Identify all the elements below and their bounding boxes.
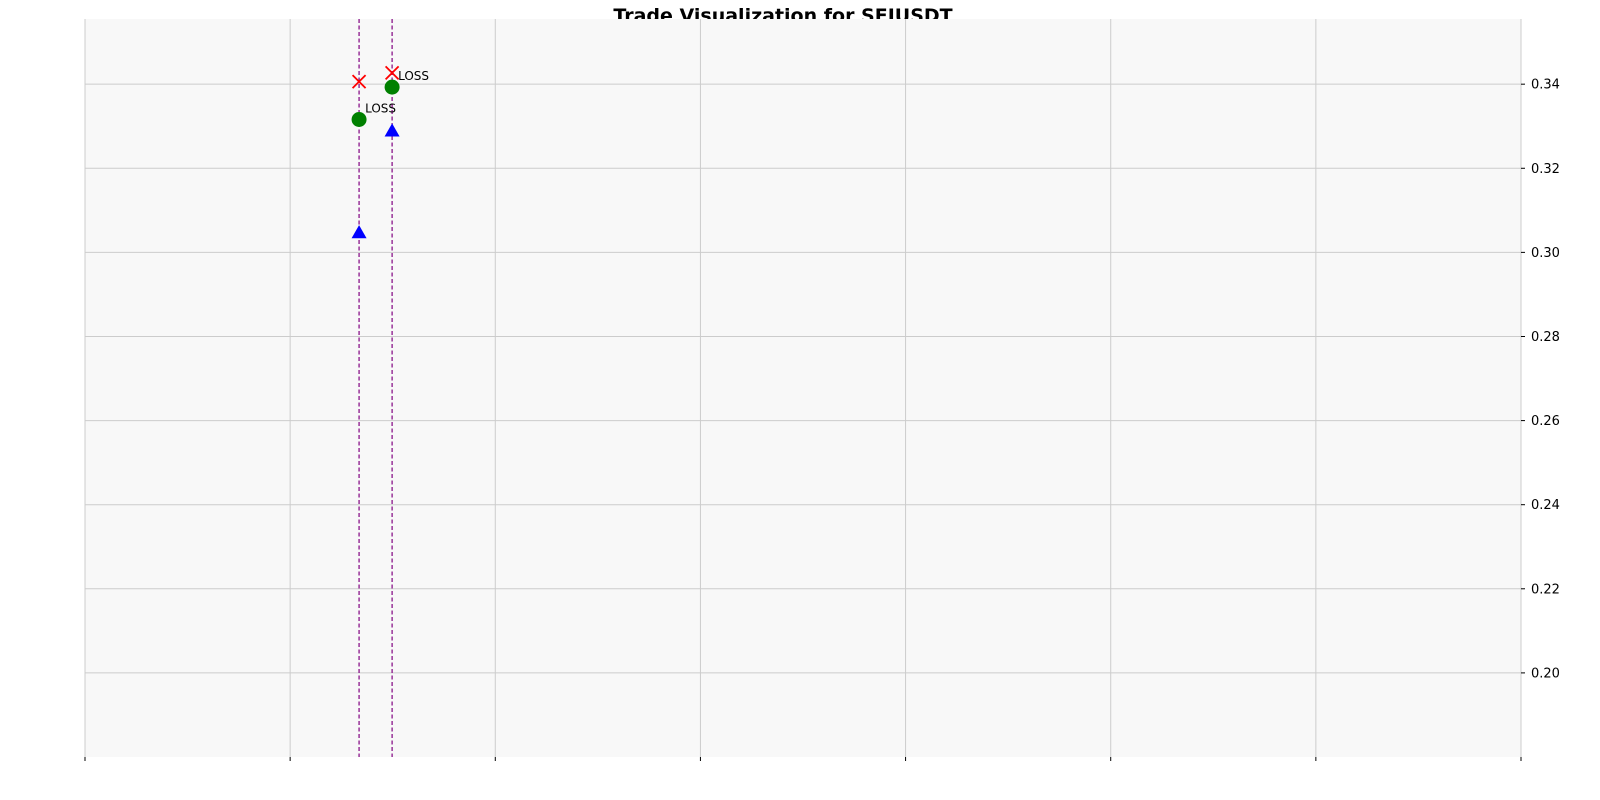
trade-markers: [351, 65, 400, 239]
y-tick-label: 0.28: [1531, 330, 1560, 345]
y-tick-label: 0.30: [1531, 246, 1560, 261]
y-tick-label: 0.24: [1531, 498, 1560, 513]
stop-marker: [384, 65, 400, 80]
trade-result-label: LOSS: [365, 102, 396, 116]
trade-annotations: LOSS LOSS: [365, 69, 429, 115]
y-tick-label: 0.26: [1531, 414, 1560, 429]
stop-marker: [351, 74, 367, 89]
y-tick-label: 0.34: [1531, 78, 1560, 93]
exit-marker: [384, 79, 400, 95]
grid-lines: [84, 19, 1522, 757]
trade-lines: [358, 19, 393, 757]
y-axis: 0.20 0.22 0.24 0.26 0.28 0.30 0.32 0.34: [1521, 78, 1560, 681]
y-tick-label: 0.20: [1531, 666, 1560, 681]
y-tick-label: 0.22: [1531, 582, 1560, 597]
plot-area: [85, 19, 1521, 757]
trade-result-label: LOSS: [398, 69, 429, 83]
entry-marker: [351, 225, 367, 239]
y-tick-label: 0.32: [1531, 162, 1560, 177]
exit-marker: [351, 112, 367, 128]
entry-marker: [384, 123, 400, 137]
x-axis: [84, 757, 1522, 761]
